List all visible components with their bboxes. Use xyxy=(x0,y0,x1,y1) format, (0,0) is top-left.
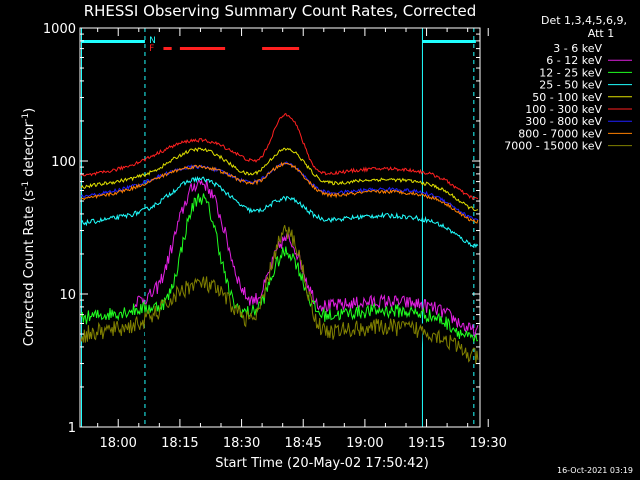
flag-label-f: F xyxy=(149,44,154,54)
night-bar-1 xyxy=(82,40,145,43)
series-line-7 xyxy=(80,161,479,224)
x-tick-label-4: 19:00 xyxy=(346,436,383,451)
series-line-1 xyxy=(134,178,479,339)
night-bar-2 xyxy=(422,40,476,43)
y-tick-label-0: 1 xyxy=(68,421,76,436)
y-axis-label-mid: detector xyxy=(22,121,37,181)
series-line-8 xyxy=(80,225,479,365)
chart-title: RHESSI Observing Summary Count Rates, Co… xyxy=(84,2,477,20)
series-line-0 xyxy=(142,230,440,364)
y-axis-label-main: Corrected Count Rate (s xyxy=(22,190,37,347)
legend-label-4: 50 - 100 keV xyxy=(532,91,602,104)
series-line-4 xyxy=(80,147,479,212)
flare-bar-1 xyxy=(163,47,172,50)
legend-header-line2: Att 1 xyxy=(588,27,614,40)
x-tick-label-5: 19:15 xyxy=(408,436,445,451)
legend-label-3: 25 - 50 keV xyxy=(539,79,602,92)
legend-label-5: 100 - 300 keV xyxy=(525,103,602,116)
plot-frame xyxy=(79,27,481,428)
legend-label-0: 3 - 6 keV xyxy=(553,42,602,55)
y-axis-label: Corrected Count Rate (s-1 detector-1) xyxy=(21,108,37,346)
plot-marks: NF xyxy=(80,28,479,427)
y-tick-label-1: 10 xyxy=(59,288,76,303)
x-tick-label-0: 18:00 xyxy=(99,436,136,451)
axis-ticks: 18:00 18:15 18:30 18:45 19:00 19:15 19:30 1 10 10… xyxy=(43,22,507,451)
legend-label-8: 7000 - 15000 keV xyxy=(504,140,602,153)
flare-bar-2 xyxy=(179,47,226,50)
y-tick-label-2: 100 xyxy=(51,155,76,170)
x-tick-label-6: 19:30 xyxy=(469,436,506,451)
x-tick-label-2: 18:30 xyxy=(223,436,260,451)
y-axis-label-sup1: -1 xyxy=(21,181,31,190)
legend-label-7: 800 - 7000 keV xyxy=(518,127,602,140)
timestamp: 16-Oct-2021 03:19 xyxy=(557,466,633,475)
x-axis-label: Start Time (20-May-02 17:50:42) xyxy=(215,456,429,471)
legend-label-1: 6 - 12 keV xyxy=(546,54,602,67)
flare-bar-3 xyxy=(262,47,300,50)
flag-label-n: N xyxy=(149,36,156,46)
series-line-3 xyxy=(80,175,479,249)
x-tick-label-1: 18:15 xyxy=(161,436,198,451)
y-axis-label-sup2: -1 xyxy=(21,113,31,122)
legend-label-2: 12 - 25 keV xyxy=(539,66,602,79)
y-axis-label-end: ) xyxy=(22,108,37,113)
series-line-5 xyxy=(80,112,479,201)
legend-label-6: 300 - 800 keV xyxy=(525,115,602,128)
y-tick-label-3: 1000 xyxy=(43,22,76,37)
legend-header-line1: Det 1,3,4,5,6,9, xyxy=(541,14,627,27)
series-line-6 xyxy=(80,161,479,221)
x-tick-label-3: 18:45 xyxy=(284,436,321,451)
